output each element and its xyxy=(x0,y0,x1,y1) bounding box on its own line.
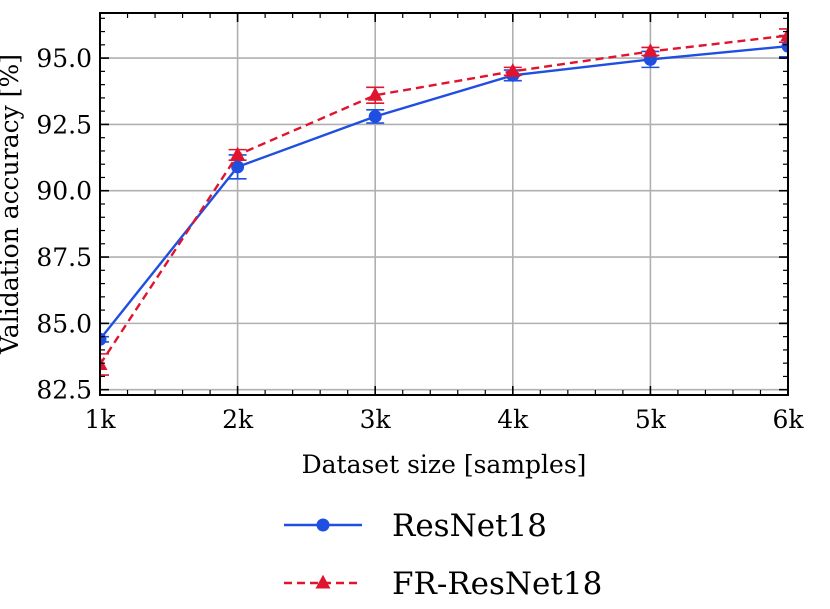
x-axis-title: Dataset size [samples] xyxy=(302,450,587,479)
legend-item-fr-resnet18: FR-ResNet18 xyxy=(284,566,602,602)
plot-area-frame xyxy=(99,12,789,396)
x-tick-label: 1k xyxy=(84,405,116,434)
data-point-fr-resnet18 xyxy=(230,146,246,161)
x-tick-label: 5k xyxy=(635,405,667,434)
x-tick-label: 4k xyxy=(497,405,529,434)
data-point-fr-resnet18 xyxy=(642,43,658,57)
legend-marker-fr-resnet18 xyxy=(315,574,331,589)
y-tick-label: 82.5 xyxy=(36,376,92,405)
y-axis-title: Validation accuracy [%] xyxy=(0,54,24,355)
x-tick-label: 3k xyxy=(360,405,392,434)
axis-ticks xyxy=(99,13,789,395)
legend-label-fr-resnet18: FR-ResNet18 xyxy=(392,566,602,602)
y-tick-label: 90.0 xyxy=(36,177,92,206)
legend-marker-resnet18 xyxy=(316,518,330,532)
data-point-fr-resnet18 xyxy=(780,27,788,42)
y-tick-label: 85.0 xyxy=(36,309,92,338)
legend-item-resnet18: ResNet18 xyxy=(284,508,547,544)
grid xyxy=(99,13,789,395)
series-line-fr-resnet18 xyxy=(100,34,788,366)
data-point-fr-resnet18 xyxy=(367,87,383,101)
x-tick-label: 6k xyxy=(772,405,804,434)
x-tick-label: 2k xyxy=(222,405,254,434)
tick-labels: 1k 2k 3k 4k 5k 6k 82.5 85.0 87.5 90.0 92.5 95.0 xyxy=(36,44,804,434)
y-tick-label: 92.5 xyxy=(36,110,92,139)
legend-label-resnet18: ResNet18 xyxy=(392,508,547,544)
series-fr-resnet18 xyxy=(100,27,788,376)
data-point-resnet18 xyxy=(231,160,245,174)
data-point-fr-resnet18 xyxy=(505,63,521,77)
series-resnet18 xyxy=(100,34,788,346)
y-tick-label: 95.0 xyxy=(36,44,92,73)
data-point-resnet18 xyxy=(368,109,382,123)
series-line-resnet18 xyxy=(100,44,788,341)
data-point-fr-resnet18 xyxy=(100,356,108,370)
legend: ResNet18 FR-ResNet18 xyxy=(284,508,602,602)
series-layer xyxy=(100,27,788,376)
y-tick-label: 87.5 xyxy=(36,243,92,272)
